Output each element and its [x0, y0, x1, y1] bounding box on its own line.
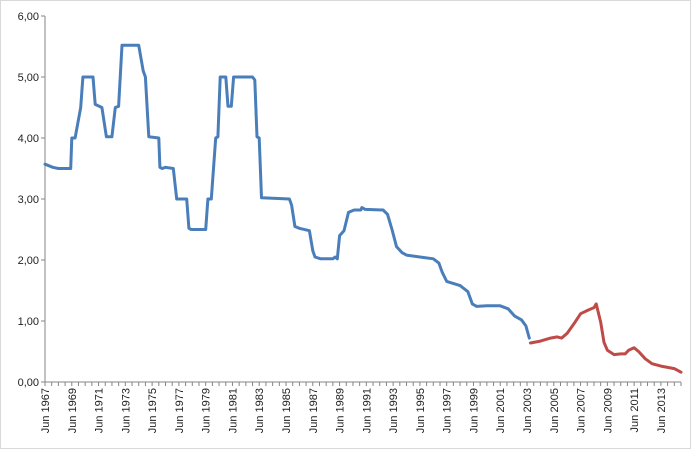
- x-tick-label: Jun 1967: [40, 388, 52, 433]
- x-tick-label: Jun 1995: [415, 388, 427, 433]
- x-tick-label: Jun 2001: [495, 388, 507, 433]
- series-line-1: [43, 43, 531, 340]
- x-tick-label: Jun 1971: [94, 388, 106, 433]
- y-tick-label: 0,00: [18, 377, 39, 389]
- x-tick-label: Jun 2007: [576, 388, 588, 433]
- x-tick-label: Jun 1969: [67, 388, 79, 433]
- x-tick-label: Jun 1987: [308, 388, 320, 433]
- x-tick-label: Jun 1989: [335, 388, 347, 433]
- x-tick-label: Jun 2009: [602, 388, 614, 433]
- x-tick-label: Jun 1979: [201, 388, 213, 433]
- y-tick-label: 1,00: [18, 316, 39, 328]
- x-tick-label: Jun 1981: [227, 388, 239, 433]
- x-tick-label: Jun 1999: [468, 388, 480, 433]
- y-tick-label: 4,00: [18, 133, 39, 145]
- x-tick-label: Jun 1973: [120, 388, 132, 433]
- x-tick-label: Jun 1975: [147, 388, 159, 433]
- y-tick-label: 2,00: [18, 255, 39, 267]
- x-tick-label: Jun 1983: [254, 388, 266, 433]
- x-tick-label: Jun 1991: [361, 388, 373, 433]
- y-tick-label: 6,00: [18, 11, 39, 23]
- series-line-2: [528, 302, 683, 374]
- y-tick-label: 5,00: [18, 72, 39, 84]
- x-tick-label: Jun 1997: [442, 388, 454, 433]
- x-tick-label: Jun 2013: [656, 388, 668, 433]
- x-tick-label: Jun 1993: [388, 388, 400, 433]
- x-tick-label: Jun 1985: [281, 388, 293, 433]
- x-tick-label: Jun 2003: [522, 388, 534, 433]
- y-tick-label: 3,00: [18, 194, 39, 206]
- x-tick-label: Jun 2005: [549, 388, 561, 433]
- x-tick-label: Jun 1977: [174, 388, 186, 433]
- x-tick-label: Jun 2011: [629, 388, 641, 432]
